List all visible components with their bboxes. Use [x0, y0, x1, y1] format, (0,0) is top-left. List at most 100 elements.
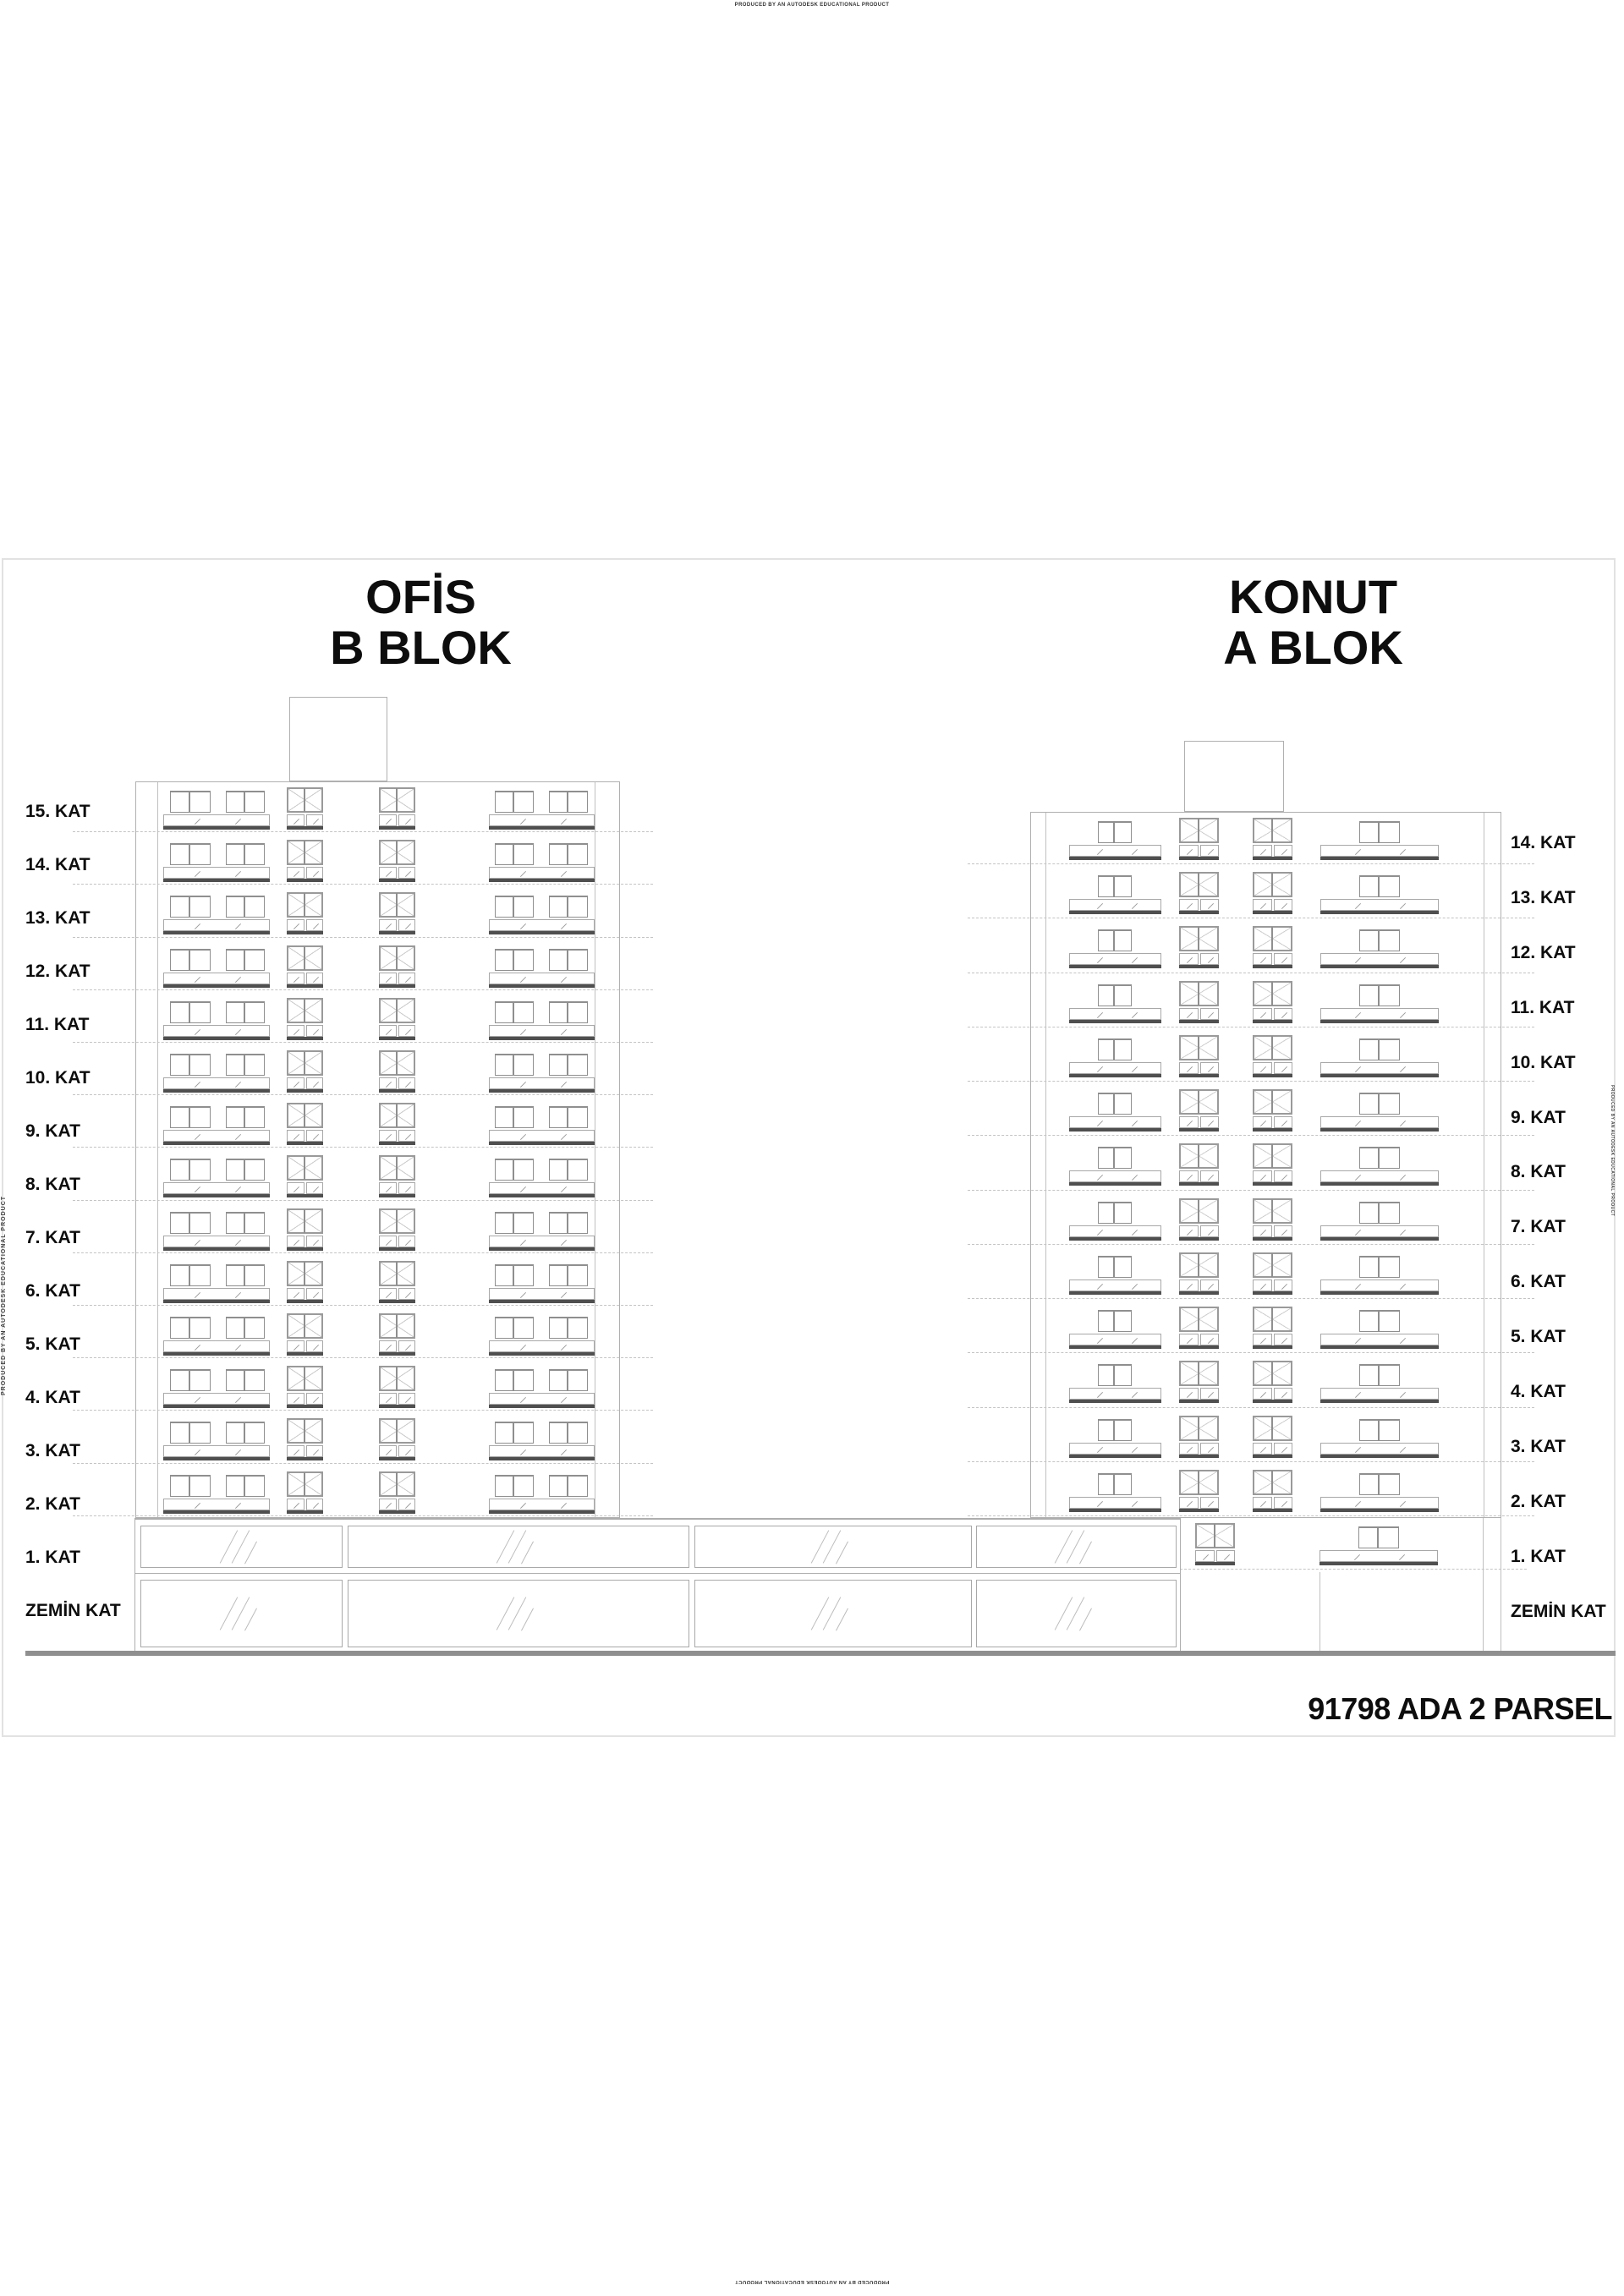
- storefront-glass: [976, 1580, 1177, 1647]
- balcony-band: [1069, 1116, 1161, 1129]
- railing-mark: [519, 1502, 527, 1509]
- door-sill: [1253, 1128, 1292, 1132]
- ground-line: [25, 1651, 1616, 1656]
- balcony-door-section: [287, 835, 323, 887]
- window: [226, 1211, 265, 1234]
- window-mullion: [513, 1107, 515, 1129]
- railing-mark: [1281, 957, 1287, 964]
- spandrel-panel: [1179, 1388, 1199, 1400]
- balcony-door-section: [287, 1150, 323, 1203]
- spandrel-panel: [287, 867, 304, 879]
- window-mullion: [1378, 1419, 1380, 1441]
- floor-level-dashes: [968, 1243, 1534, 1245]
- floor-slab: [489, 1247, 595, 1251]
- balcony-door-section: [1179, 1465, 1219, 1519]
- floor-slab: [489, 1405, 595, 1409]
- railing-mark: [1207, 1338, 1214, 1345]
- door-sill: [379, 1036, 415, 1040]
- balcony-door: [1253, 1307, 1292, 1333]
- balcony-section: [1069, 921, 1161, 975]
- balcony-band: [163, 1393, 270, 1406]
- railing-mark: [1096, 903, 1103, 910]
- spandrel-panel: [287, 1130, 304, 1143]
- window: [549, 1317, 588, 1339]
- floor-row: [1180, 1518, 1527, 1572]
- railing-mark: [1096, 1011, 1103, 1018]
- railing-mark: [312, 1344, 319, 1351]
- door-sill: [1179, 1128, 1219, 1132]
- door-mullion: [395, 1104, 398, 1128]
- window-mullion: [189, 1159, 191, 1181]
- spandrel-panel: [379, 1498, 397, 1510]
- balcony-band: [1069, 845, 1161, 857]
- floor-slab: [1320, 1182, 1439, 1186]
- spandrel-panel: [1199, 1061, 1219, 1074]
- balcony-band: [489, 972, 595, 984]
- window: [226, 791, 265, 813]
- railing-mark: [1355, 1011, 1362, 1018]
- balcony-section: [489, 1150, 595, 1203]
- window: [495, 1369, 534, 1392]
- railing-mark: [195, 1239, 201, 1246]
- b-block-title: OFİS B BLOK: [275, 572, 567, 673]
- railing-mark: [1400, 1392, 1407, 1399]
- railing-mark: [1131, 848, 1138, 856]
- spandrel-panel: [287, 1340, 304, 1352]
- balcony-door: [379, 945, 415, 971]
- door-sill: [1179, 1454, 1219, 1458]
- balcony-section: [163, 1413, 270, 1466]
- balcony-section: [1069, 976, 1161, 1030]
- balcony-band: [1069, 1225, 1161, 1237]
- floor-slab: [1320, 1128, 1439, 1132]
- window: [170, 1054, 211, 1076]
- window: [1098, 1364, 1132, 1387]
- floor-slab: [163, 1405, 270, 1409]
- railing-mark: [294, 1502, 300, 1509]
- railing-mark: [294, 1186, 300, 1193]
- balcony-section: [489, 1413, 595, 1466]
- floor-slab: [1069, 1508, 1161, 1512]
- railing-mark: [235, 871, 242, 878]
- door-sill: [1253, 1182, 1292, 1186]
- railing-mark: [1207, 1446, 1214, 1453]
- railing-mark: [1187, 1283, 1193, 1290]
- railing-mark: [235, 923, 242, 930]
- railing-mark: [404, 1134, 411, 1141]
- window-mullion: [189, 1107, 191, 1129]
- railing-mark: [1260, 1392, 1267, 1399]
- door-mullion: [1197, 1470, 1199, 1494]
- spandrel-panel: [398, 1235, 415, 1247]
- door-sill: [287, 1299, 323, 1303]
- railing-mark: [1355, 1338, 1362, 1345]
- railing-mark: [195, 1081, 201, 1088]
- window: [1359, 1201, 1400, 1224]
- door-mullion: [1270, 1470, 1273, 1494]
- balcony-band: [1320, 953, 1439, 966]
- balcony-section: [1069, 1411, 1161, 1465]
- floor-level-dashes: [968, 1406, 1534, 1408]
- balcony-door-section: [379, 940, 415, 993]
- window: [495, 896, 534, 918]
- balcony-band: [489, 867, 595, 879]
- window: [549, 1369, 588, 1392]
- balcony-band: [1069, 1442, 1161, 1455]
- door-sill: [379, 1405, 415, 1409]
- balcony-door: [1253, 818, 1292, 843]
- spandrel-panel: [1273, 845, 1292, 857]
- railing-mark: [1187, 1392, 1193, 1399]
- balcony-door: [1179, 1034, 1219, 1060]
- window: [549, 843, 588, 866]
- window-mullion: [189, 1055, 191, 1076]
- balcony-section: [1069, 1301, 1161, 1356]
- parcel-label: 91798 ADA 2 PARSEL: [1308, 1691, 1612, 1726]
- spandrel-panel: [379, 1445, 397, 1458]
- door-mullion: [303, 1419, 305, 1444]
- door-sill: [1179, 965, 1219, 969]
- spandrel-panel: [1253, 1116, 1272, 1129]
- balcony-door: [1253, 926, 1292, 952]
- railing-mark: [294, 1081, 300, 1088]
- balcony-section: [1320, 976, 1439, 1030]
- floor-row: [73, 1256, 653, 1308]
- window: [549, 1054, 588, 1076]
- railing-mark: [1207, 848, 1214, 856]
